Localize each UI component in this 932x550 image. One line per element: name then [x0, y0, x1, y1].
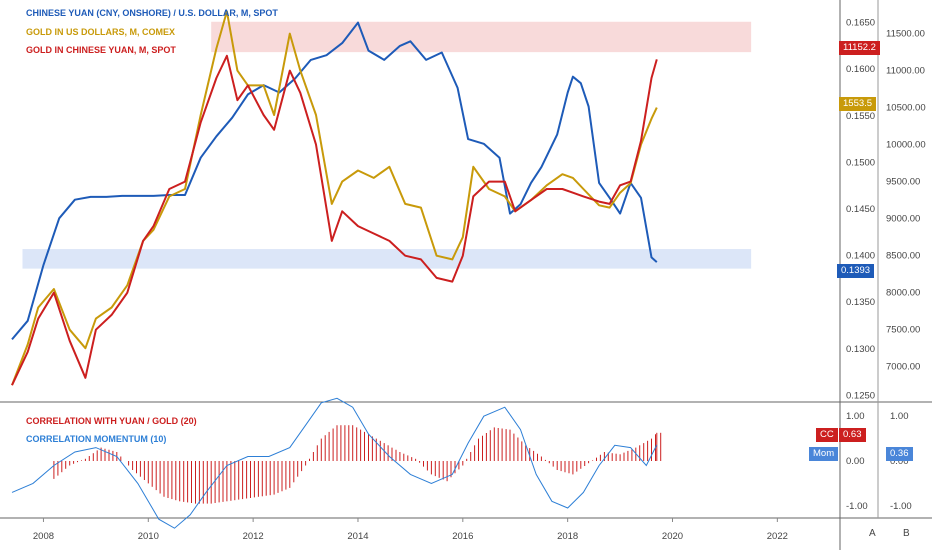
right-axis-tick-label: 8500.00	[886, 251, 920, 262]
x-axis-tick-label: 2020	[662, 531, 683, 542]
left-axis-tick-label: 0.1650	[846, 18, 875, 29]
x-axis-tick-label: 2010	[138, 531, 159, 542]
main-series	[11, 10, 658, 386]
mom-tag-badge: Mom	[809, 447, 839, 461]
left-axis-tick-label: 0.1600	[846, 64, 875, 75]
mom-value-badge: 0.36	[886, 447, 913, 461]
osc-axis-tick-label: 1.00	[846, 411, 865, 422]
left-axis-tick-label: 0.1350	[846, 297, 875, 308]
left-axis-ticks: 0.1250 0.1300 0.1350 0.1400 0.1450 0.1500 0.15…	[846, 18, 875, 402]
x-axis-tick-label: 2018	[557, 531, 578, 542]
x-axis-tick-label: 2012	[243, 531, 264, 542]
axis-a-label[interactable]: A	[869, 528, 876, 539]
cc-value-badge: 0.63	[839, 428, 866, 442]
right-axis-tick-label: 11500.00	[886, 29, 925, 40]
legend-momentum: CORRELATION MOMENTUM (10)	[26, 434, 167, 444]
oscillator-series	[11, 397, 662, 529]
x-axis-ticks: 2008 2010 2012 2014 2016 2018 2020 2022	[33, 518, 788, 542]
momentum-line	[11, 397, 658, 529]
left-axis-tick-label: 0.1250	[846, 390, 875, 401]
legend-yuan: CHINESE YUAN (CNY, ONSHORE) / U.S. DOLLA…	[26, 8, 278, 18]
right-axis-tick-label: 7000.00	[886, 362, 920, 373]
left-axis-tick-label: 0.1550	[846, 111, 875, 122]
legend-gold-cny: GOLD IN CHINESE YUAN, M, SPOT	[26, 45, 176, 55]
gold-usd-last-value-badge: 1553.5	[839, 97, 877, 111]
x-axis-tick-label: 2014	[347, 531, 368, 542]
right-axis-tick-label: 7500.00	[886, 325, 920, 336]
x-axis-tick-label: 2022	[767, 531, 788, 542]
left-axis-tick-label: 0.1400	[846, 251, 875, 262]
x-axis-tick-label: 2016	[452, 531, 473, 542]
right-axis-tick-label: 10500.00	[886, 103, 926, 114]
right-axis-tick-label: 9000.00	[886, 214, 920, 225]
resistance-zone	[211, 21, 752, 53]
oscillator-axis-ticks: 1.00 1.00 0.00 0.00 -1.00 -1.00	[846, 411, 912, 512]
left-axis-tick-label: 0.1500	[846, 157, 875, 168]
osc-axis-tick-label: 0.00	[846, 456, 865, 467]
gold-cny-line	[11, 54, 658, 386]
left-axis-tick-label: 0.1300	[846, 344, 875, 355]
legend-gold-usd: GOLD IN US DOLLARS, M, COMEX	[26, 27, 176, 37]
left-axis-tick-label: 0.1450	[846, 204, 875, 215]
right-axis-tick-label: 8000.00	[886, 288, 920, 299]
axis-b-label[interactable]: B	[903, 528, 910, 539]
osc-axis-tick-label: -1.00	[890, 501, 912, 512]
gold-cny-last-value-badge: 11152.2	[839, 41, 880, 55]
x-axis-tick-label: 2008	[33, 531, 54, 542]
right-axis-tick-label: 9500.00	[886, 177, 920, 188]
gold-usd-line	[11, 10, 658, 386]
support-zone	[22, 249, 752, 269]
osc-axis-tick-label: -1.00	[846, 501, 868, 512]
right-axis-tick-label: 10000.00	[886, 140, 926, 151]
yuan-line	[11, 21, 658, 341]
cc-tag-badge: CC	[816, 428, 838, 442]
yuan-last-value-badge: 0.1393	[837, 264, 875, 278]
right-axis-ticks: 7000.00 7500.00 8000.00 8500.00 9000.00 9500.…	[886, 29, 926, 373]
osc-axis-tick-label: 0.00	[890, 456, 909, 467]
osc-axis-tick-label: 1.00	[890, 411, 909, 422]
price-zones	[22, 21, 752, 269]
legend-correlation: CORRELATION WITH YUAN / GOLD (20)	[26, 416, 197, 426]
right-axis-tick-label: 11000.00	[886, 66, 925, 77]
